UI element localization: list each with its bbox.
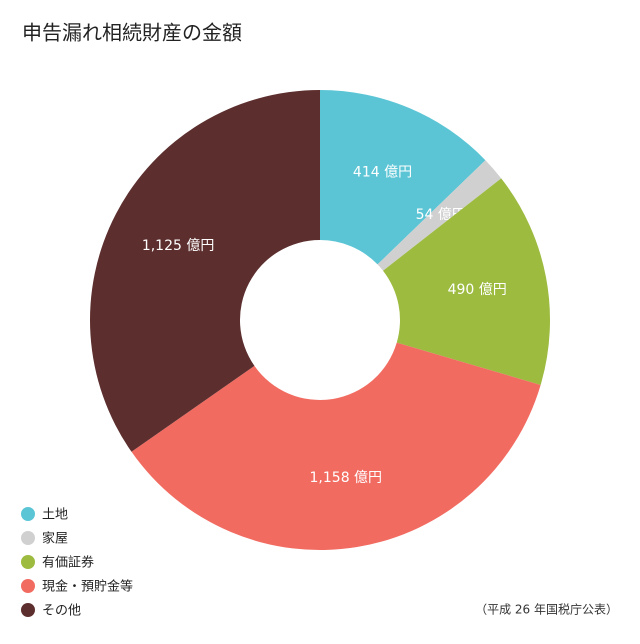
- legend-marker: [21, 603, 35, 617]
- legend-marker: [21, 507, 35, 521]
- pie-slice: [383, 178, 550, 385]
- legend-label: 家屋: [42, 531, 68, 547]
- value-label: 490 億円: [448, 282, 507, 298]
- pie-slice: [90, 90, 320, 452]
- value-label: 1,125 億円: [142, 238, 215, 254]
- chart-title: 申告漏れ相続財産の金額: [22, 21, 242, 45]
- source-note: （平成 26 年国税庁公表）: [475, 603, 618, 617]
- legend-label: 土地: [42, 508, 68, 523]
- legend-marker: [21, 531, 35, 545]
- pie-slice: [377, 160, 502, 271]
- legend-label: その他: [42, 604, 81, 619]
- legend-marker: [21, 579, 35, 593]
- pie-slice: [131, 342, 541, 551]
- legend-label: 有価証券: [42, 555, 94, 571]
- value-label: 414 億円: [353, 165, 412, 181]
- value-label: 1,158 億円: [310, 470, 383, 486]
- legend-marker: [21, 555, 35, 569]
- legend-label: 現金・預貯金等: [42, 579, 133, 595]
- pie-slice: [320, 90, 486, 265]
